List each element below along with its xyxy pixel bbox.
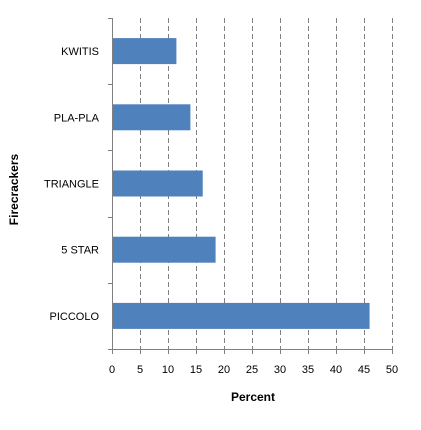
x-tick-label: 20 [218, 364, 230, 376]
x-axis-title: Percent [231, 390, 275, 404]
bar [113, 302, 370, 329]
x-tick-label: 40 [330, 364, 342, 376]
x-tick-label: 30 [274, 364, 286, 376]
y-tick-labels: KWITIS PLA-PLA TRIANGLE 5 STAR PICCOLO [44, 46, 100, 323]
x-tick-label: 50 [386, 364, 398, 376]
x-tick-labels: 0 5 10 15 20 25 30 35 40 45 50 [109, 364, 398, 376]
bar [113, 38, 177, 65]
category-label: TRIANGLE [44, 179, 99, 191]
x-tick-label: 15 [190, 364, 202, 376]
x-tick-label: 45 [358, 364, 370, 376]
x-tick-label: 5 [137, 364, 143, 376]
bar [113, 236, 216, 263]
y-axis-title: Firecrackers [7, 153, 21, 225]
bars [113, 38, 370, 329]
bar [113, 104, 191, 131]
axis-ticks [108, 18, 393, 354]
category-label: KWITIS [61, 46, 99, 58]
x-tick-label: 10 [162, 364, 174, 376]
category-label: PICCOLO [49, 311, 99, 323]
bar [113, 170, 203, 197]
x-tick-label: 25 [246, 364, 258, 376]
category-label: 5 STAR [61, 245, 99, 257]
x-tick-label: 35 [302, 364, 314, 376]
x-tick-label: 0 [109, 364, 115, 376]
gridlines [140, 18, 393, 349]
category-label: PLA-PLA [54, 112, 100, 124]
